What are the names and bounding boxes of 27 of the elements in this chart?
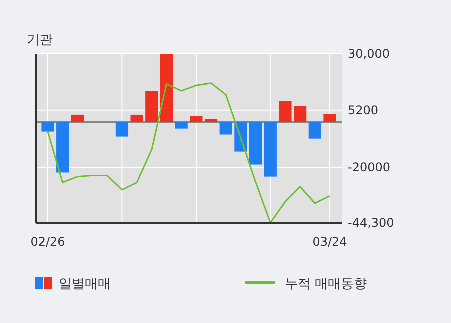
bar — [204, 119, 218, 122]
bar — [146, 91, 158, 122]
bar — [56, 122, 70, 173]
y-tick-label: -20000 — [348, 160, 391, 175]
x-tick-label: 02/26 — [30, 235, 66, 249]
y-tick-label: -44,300 — [348, 216, 394, 230]
bar — [190, 116, 203, 122]
bar — [294, 106, 307, 122]
bar — [264, 122, 277, 177]
y-tick-label: 30,000 — [348, 47, 390, 61]
legend-label: 누적 매매동향 — [285, 277, 368, 292]
bar — [249, 122, 262, 165]
bar — [324, 114, 336, 122]
x-tick-label: 03/24 — [312, 235, 348, 249]
bar — [308, 122, 322, 139]
legend-label: 일별매매 — [59, 277, 111, 292]
bar — [220, 122, 232, 135]
bar — [71, 114, 84, 122]
bar — [116, 122, 129, 137]
y-tick-label: 5200 — [348, 103, 379, 118]
bar — [130, 114, 144, 122]
bar — [160, 54, 174, 122]
bar — [279, 101, 292, 122]
line-series — [47, 82, 331, 224]
chart-title: 기관 — [27, 33, 53, 48]
bar — [42, 122, 54, 132]
bar — [175, 122, 188, 129]
